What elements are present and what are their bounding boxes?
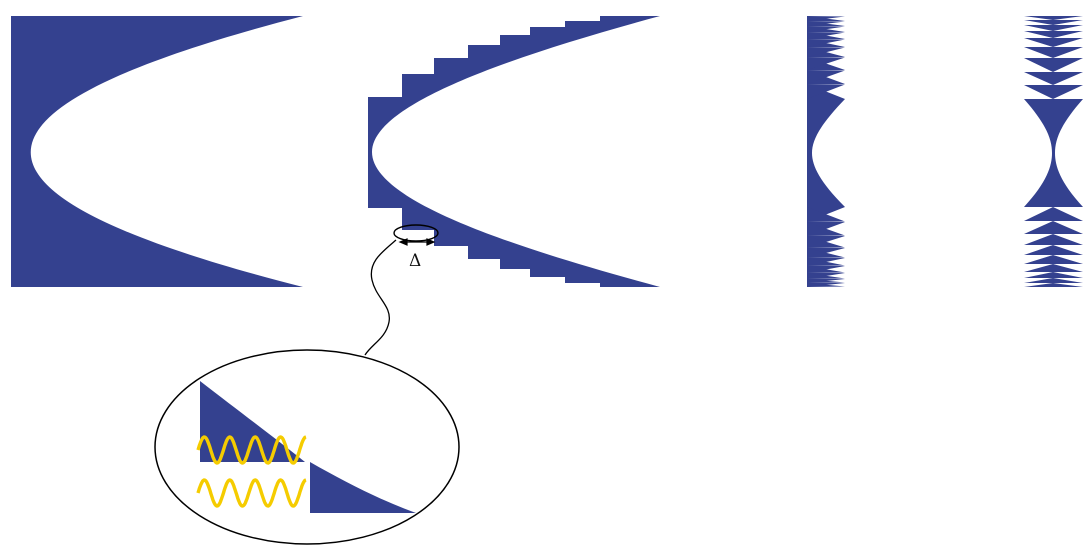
fresnel-full-profile xyxy=(1024,16,1083,287)
delta-arrow xyxy=(398,238,436,246)
zoom-bubble xyxy=(154,349,460,545)
stepped-lens xyxy=(368,16,660,287)
delta-label: Δ xyxy=(409,251,421,271)
waves xyxy=(196,435,307,508)
wave-bottom xyxy=(196,478,307,508)
fresnel-half-profile xyxy=(807,16,845,287)
step-highlight-ellipse xyxy=(393,224,439,242)
wave-top xyxy=(196,435,307,465)
zoom-connector xyxy=(364,239,397,356)
solid-lens xyxy=(11,16,303,287)
